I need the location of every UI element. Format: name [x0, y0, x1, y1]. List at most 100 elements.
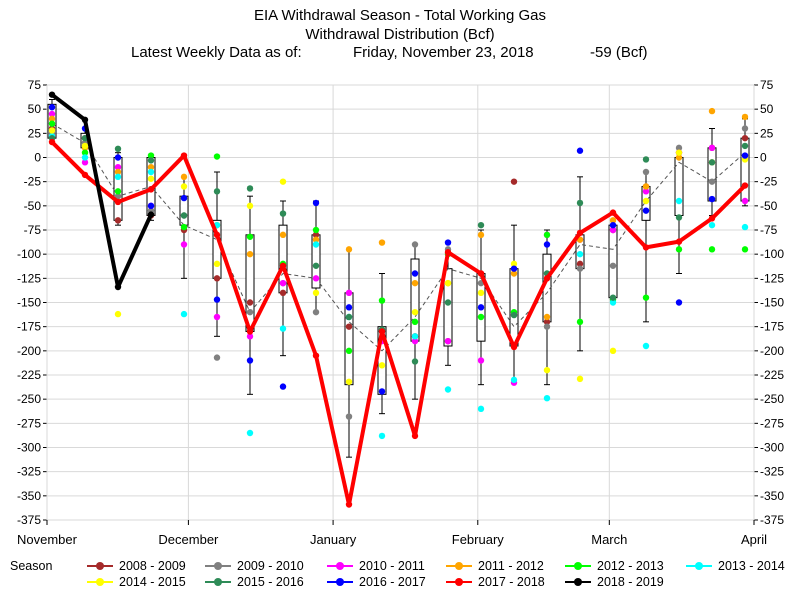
point-2015-2016	[411, 358, 419, 365]
point-2008-2009	[213, 275, 221, 282]
point-2014-2015	[279, 178, 287, 185]
point-2013-2014	[81, 154, 89, 161]
point-2016-2017	[312, 199, 320, 207]
point-2012-2013	[48, 120, 56, 127]
point-2015-2016	[180, 212, 188, 219]
point-2011-2012	[345, 246, 353, 253]
point-2017-2018	[741, 182, 749, 189]
series-line-2017-2018	[50, 140, 747, 507]
point-2016-2017	[609, 221, 617, 229]
point-2012-2013	[675, 246, 683, 253]
point-2015-2016	[213, 188, 221, 195]
y-tick-label: -250	[17, 392, 41, 406]
point-2016-2017	[378, 388, 386, 395]
legend-title: Season	[10, 559, 53, 573]
point-2013-2014	[180, 310, 188, 318]
y-tick-label: -200	[17, 344, 41, 358]
point-2015-2016	[147, 157, 155, 164]
y-tick-label-right: -225	[760, 368, 784, 382]
point-2010-2011	[708, 144, 716, 152]
point-2013-2014	[411, 333, 419, 340]
legend-swatch	[446, 576, 472, 588]
point-2014-2015	[213, 260, 221, 268]
point-2016-2017	[741, 152, 749, 159]
point-2014-2015	[345, 378, 353, 385]
point-2015-2016	[642, 156, 650, 163]
chart-subtitle: Withdrawal Distribution (Bcf)	[305, 26, 495, 43]
point-2018-2019	[147, 211, 155, 218]
point-2008-2009	[741, 134, 749, 142]
point-2015-2016	[246, 185, 254, 192]
legend-label: 2017 - 2018	[478, 575, 545, 589]
x-tick-label: March	[591, 532, 627, 547]
point-2015-2016	[114, 145, 122, 152]
chart-plot: 75 75 50 50 25 25 0 0 -25 -25 -50 -50 -75 -75 -100 -100…	[17, 78, 784, 547]
y-tick-label: -125	[17, 271, 41, 285]
point-2011-2012	[708, 107, 716, 115]
point-2013-2014	[741, 223, 749, 231]
point-2013-2014	[444, 386, 452, 393]
y-tick-label-right: 50	[760, 102, 774, 116]
point-2010-2011	[81, 159, 89, 166]
point-2017-2018	[675, 238, 683, 245]
point-2015-2016	[510, 311, 518, 319]
point-2010-2011	[48, 110, 56, 118]
legend-swatch	[205, 560, 231, 572]
point-2017-2018	[510, 343, 518, 351]
point-2011-2012	[312, 236, 320, 243]
point-2008-2009	[279, 289, 287, 297]
legend-label: 2009 - 2010	[237, 559, 304, 573]
point-2011-2012	[642, 183, 650, 190]
y-tick-label-right: -150	[760, 296, 784, 310]
point-2010-2011	[114, 163, 122, 171]
legend-item: 2013 - 2014	[686, 559, 785, 573]
y-tick-label-right: 75	[760, 78, 774, 92]
point-2015-2016	[477, 221, 485, 229]
point-2015-2016	[345, 313, 353, 321]
point-2010-2011	[609, 226, 617, 234]
y-tick-label-right: -275	[760, 416, 784, 430]
legend-label: 2010 - 2011	[359, 559, 425, 573]
y-tick-label-right: -50	[760, 199, 778, 213]
legend-swatch	[565, 560, 591, 572]
legend-label: 2016 - 2017	[359, 575, 426, 589]
legend-item: 2017 - 2018	[446, 575, 545, 589]
box	[509, 268, 519, 347]
point-2014-2015	[477, 289, 485, 297]
point-2012-2013	[345, 347, 353, 355]
point-2015-2016	[609, 294, 617, 301]
point-2012-2013	[378, 297, 386, 304]
point-2013-2014	[147, 168, 155, 176]
y-tick-label-right: -25	[760, 175, 778, 189]
point-2012-2013	[81, 149, 89, 156]
y-tick-label-right: -125	[760, 271, 784, 285]
legend-swatch	[205, 576, 231, 588]
y-tick-label-right: -200	[760, 344, 784, 358]
point-2013-2014	[114, 173, 122, 181]
point-2009-2010	[642, 168, 650, 176]
point-2017-2018	[312, 352, 320, 359]
point-2014-2015	[675, 149, 683, 156]
legend-item: 2011 - 2012	[446, 559, 544, 573]
point-2010-2011	[279, 279, 287, 287]
point-2009-2010	[576, 265, 584, 272]
point-2009-2010	[741, 125, 749, 132]
point-2008-2009	[312, 231, 320, 239]
point-2011-2012	[378, 239, 386, 246]
point-2012-2013	[246, 233, 254, 240]
legend-label: 2011 - 2012	[478, 559, 544, 573]
point-2010-2011	[477, 357, 485, 364]
point-2013-2014	[675, 197, 683, 205]
point-2010-2011	[345, 289, 353, 297]
box	[245, 234, 255, 332]
point-2009-2010	[708, 178, 716, 185]
point-2014-2015	[48, 127, 56, 134]
point-2017-2018	[708, 215, 716, 222]
legend-item: 2016 - 2017	[327, 575, 426, 589]
point-2011-2012	[411, 279, 419, 287]
y-tick-label-right: -175	[760, 320, 784, 334]
point-2017-2018	[147, 186, 155, 193]
point-2010-2011	[312, 275, 320, 282]
point-2012-2013	[411, 318, 419, 326]
y-tick-label-right: -75	[760, 223, 778, 237]
